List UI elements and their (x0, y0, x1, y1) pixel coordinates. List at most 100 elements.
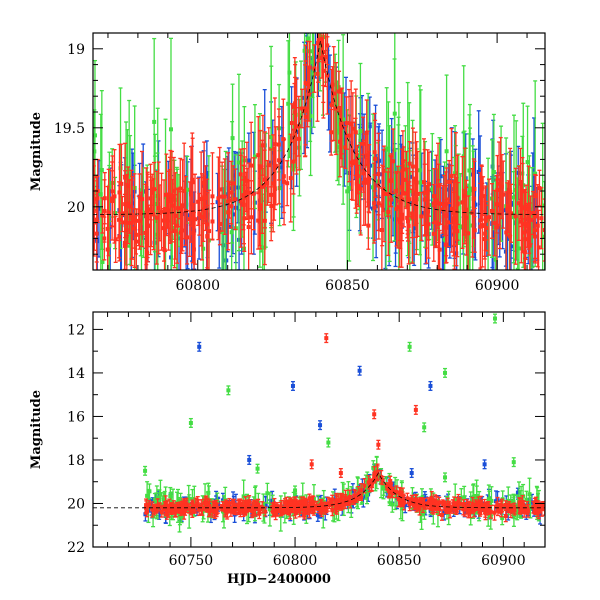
data-point (269, 148, 274, 242)
x-axis-label: HJD−2400000 (227, 572, 331, 587)
data-point (329, 108, 334, 156)
data-point (257, 164, 262, 247)
data-point (495, 154, 500, 225)
model-curve (93, 40, 545, 215)
data-point (223, 150, 228, 270)
data-point (351, 121, 356, 201)
data-point (300, 88, 305, 129)
data-point (452, 173, 457, 270)
data-point (443, 367, 448, 378)
data-point (185, 210, 190, 265)
data-point (456, 493, 461, 510)
y-axis-label: Magnitude (29, 390, 44, 469)
data-point (448, 502, 453, 519)
data-point (495, 496, 500, 513)
data-point (534, 496, 539, 510)
x-tick-label: 60800 (175, 278, 220, 294)
data-point (525, 500, 530, 516)
data-point (540, 122, 545, 270)
data-point (428, 380, 433, 391)
data-point (405, 492, 410, 504)
x-tick-label: 60900 (481, 553, 526, 569)
data-points (93, 33, 545, 270)
top-panel: 60800 60850 60900 19 19.5 20 Magnitude (29, 32, 546, 294)
data-point (359, 483, 364, 498)
data-point (531, 190, 536, 236)
data-point (472, 207, 477, 253)
data-point (106, 168, 111, 257)
y-tick-label: 14 (67, 366, 85, 382)
data-point (254, 501, 259, 511)
data-point (144, 498, 149, 513)
data-point (179, 206, 184, 254)
data-point (504, 191, 509, 270)
data-point (334, 61, 339, 156)
data-point (334, 500, 339, 513)
y-tick-label: 18 (67, 453, 85, 469)
plot-frame (92, 311, 546, 548)
data-point (222, 158, 227, 236)
data-point (130, 175, 135, 260)
data-point (197, 503, 202, 516)
data-point (323, 33, 328, 88)
data-point (216, 156, 221, 241)
data-point (480, 503, 485, 511)
data-point (187, 503, 192, 514)
data-point (394, 170, 399, 247)
data-point (229, 160, 234, 225)
data-point (220, 161, 225, 232)
data-point (260, 139, 265, 234)
data-point (392, 58, 397, 242)
data-point (157, 502, 162, 512)
data-point (401, 146, 406, 193)
x-tick-label: 60850 (377, 553, 422, 569)
data-point (265, 482, 270, 504)
data-point (318, 420, 323, 431)
data-point (413, 404, 418, 415)
data-point (434, 495, 439, 510)
data-point (255, 463, 260, 474)
data-point (119, 143, 124, 225)
data-point (152, 155, 157, 253)
data-point (152, 161, 157, 217)
data-point (278, 504, 283, 517)
data-point (233, 503, 238, 516)
data-point (143, 465, 148, 476)
data-point (460, 155, 465, 249)
data-point (357, 133, 362, 211)
data-point (462, 147, 467, 245)
data-point (155, 152, 160, 270)
data-point (236, 73, 241, 252)
data-point (226, 385, 231, 396)
data-point (372, 112, 377, 192)
data-point (470, 496, 475, 511)
data-point (244, 499, 249, 510)
data-point (190, 137, 195, 227)
data-point (362, 477, 367, 494)
data-point (419, 191, 424, 242)
data-point (387, 483, 392, 499)
data-point (344, 96, 349, 150)
data-point (276, 108, 281, 181)
data-point (442, 174, 447, 237)
data-point (358, 142, 363, 236)
data-point (285, 160, 290, 207)
data-point (318, 499, 323, 515)
data-point (169, 150, 174, 243)
data-point (219, 503, 224, 511)
data-point (501, 160, 506, 229)
data-point (98, 113, 103, 270)
x-axis: 60750 60800 60850 60900 (107, 312, 546, 569)
data-point (426, 182, 431, 241)
data-point (487, 178, 492, 256)
data-point (533, 173, 538, 260)
data-point (256, 116, 261, 195)
data-point (265, 159, 270, 206)
data-point (494, 174, 499, 234)
data-point (237, 498, 242, 515)
data-point (449, 127, 454, 225)
data-point (479, 175, 484, 220)
data-point (309, 459, 314, 470)
data-point (217, 202, 222, 246)
data-point (369, 479, 374, 492)
